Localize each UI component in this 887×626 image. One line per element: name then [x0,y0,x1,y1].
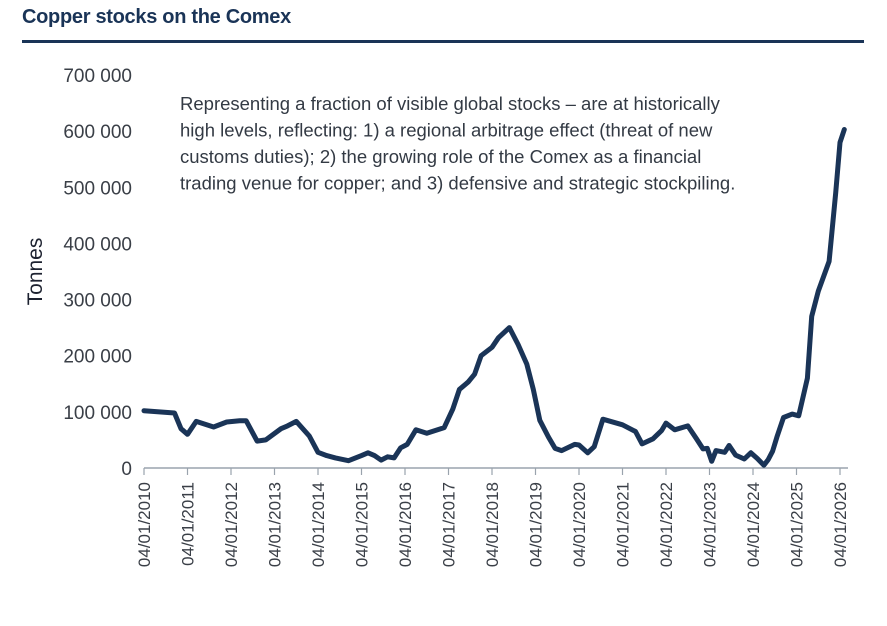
chart-title: Copper stocks on the Comex [22,6,291,28]
x-axis-ticks: 04/01/2010 04/01/2011 04/01/2012 04/01/2013… [135,468,850,567]
y-tick-label: 400 000 [63,234,132,255]
annotation-line: Representing a fraction of visible globa… [180,93,721,114]
x-tick-label: 04/01/2023 [701,482,720,567]
x-tick-label: 04/01/2026 [831,482,850,567]
title-rule [22,40,864,43]
x-tick-label: 04/01/2019 [527,482,546,567]
y-tick-label: 600 000 [63,122,132,143]
annotation: Representing a fraction of visible globa… [180,93,735,194]
x-tick-label: 04/01/2018 [483,482,502,567]
x-tick-label: 04/01/2016 [396,482,415,567]
annotation-line: customs duties); 2) the growing role of … [180,146,701,167]
annotation-line: high levels, reflecting: 1) a regional a… [180,120,713,141]
y-axis-label: Tonnes [24,238,47,306]
x-tick-label: 04/01/2014 [309,482,328,567]
y-tick-label: 200 000 [63,347,132,368]
x-tick-label: 04/01/2022 [657,482,676,567]
y-tick-label: 700 000 [63,66,132,87]
y-tick-label: 0 [121,459,132,480]
y-axis-ticks: 0 100 000 200 000 300 000 400 000 500 000 600 … [63,66,132,480]
y-tick-label: 300 000 [63,291,132,312]
x-tick-label: 04/01/2010 [135,482,154,567]
x-tick-label: 04/01/2020 [570,482,589,567]
series-line [141,127,847,468]
x-tick-label: 04/01/2017 [440,482,459,567]
x-tick-label: 04/01/2025 [788,482,807,567]
x-tick-label: 04/01/2015 [353,482,372,567]
annotation-line: trading venue for copper; and 3) defensi… [180,173,735,194]
x-tick-label: 04/01/2013 [266,482,285,567]
x-tick-label: 04/01/2011 [179,482,198,566]
x-tick-label: 04/01/2021 [614,482,633,567]
y-tick-label: 100 000 [63,403,132,424]
x-tick-label: 04/01/2024 [744,482,763,567]
y-tick-label: 500 000 [63,178,132,199]
x-tick-label: 04/01/2012 [222,482,241,567]
